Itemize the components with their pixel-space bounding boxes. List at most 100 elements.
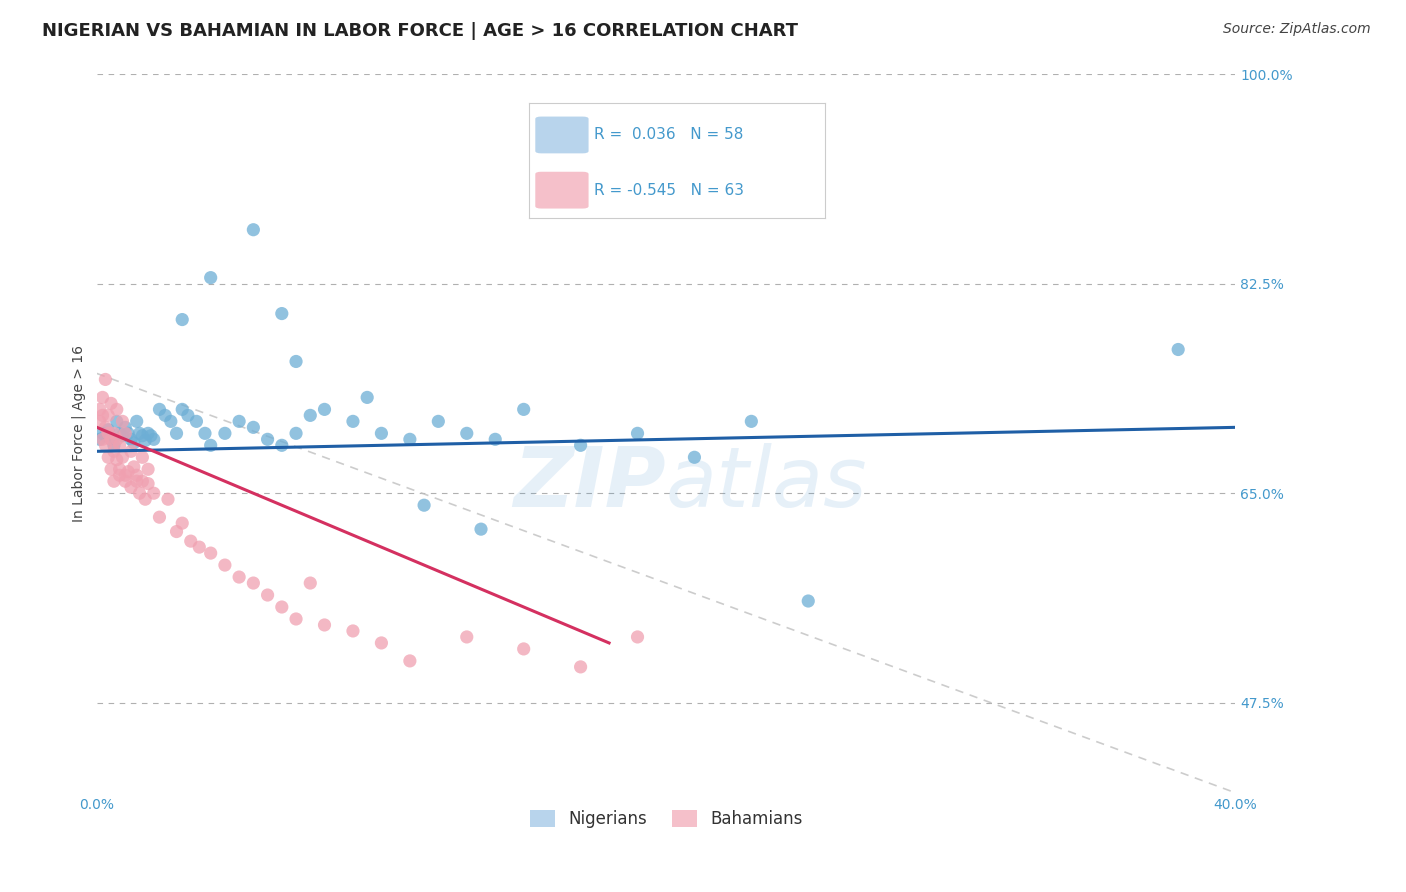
Point bbox=[89, 414, 111, 428]
Point bbox=[683, 450, 706, 465]
Point bbox=[626, 426, 648, 441]
Point bbox=[100, 433, 122, 447]
Point bbox=[108, 426, 131, 441]
Point bbox=[356, 391, 378, 405]
Point bbox=[186, 414, 208, 428]
Point bbox=[97, 426, 120, 441]
Point bbox=[456, 630, 478, 644]
Point bbox=[122, 436, 145, 450]
Point bbox=[256, 433, 278, 447]
Point bbox=[370, 426, 392, 441]
Point bbox=[1167, 343, 1189, 357]
Point bbox=[285, 354, 308, 368]
Point bbox=[160, 414, 183, 428]
Point bbox=[370, 636, 392, 650]
Point bbox=[120, 444, 142, 458]
Point bbox=[100, 462, 122, 476]
Point bbox=[148, 402, 170, 417]
Point bbox=[399, 433, 422, 447]
Point bbox=[89, 433, 111, 447]
Point bbox=[105, 452, 128, 467]
Point bbox=[270, 438, 292, 452]
Point bbox=[114, 475, 136, 489]
Point bbox=[125, 475, 148, 489]
Point bbox=[136, 476, 159, 491]
Text: NIGERIAN VS BAHAMIAN IN LABOR FORCE | AGE > 16 CORRELATION CHART: NIGERIAN VS BAHAMIAN IN LABOR FORCE | AG… bbox=[42, 22, 799, 40]
Point bbox=[131, 450, 153, 465]
Point bbox=[569, 438, 592, 452]
Point bbox=[105, 414, 128, 428]
Point bbox=[299, 576, 322, 591]
Text: ZIP: ZIP bbox=[513, 443, 666, 524]
Point bbox=[797, 594, 820, 608]
Point bbox=[228, 570, 250, 584]
Point bbox=[214, 558, 236, 573]
Point bbox=[285, 426, 308, 441]
Y-axis label: In Labor Force | Age > 16: In Labor Force | Age > 16 bbox=[72, 345, 86, 522]
Point bbox=[94, 438, 117, 452]
Point bbox=[114, 426, 136, 441]
Text: atlas: atlas bbox=[666, 443, 868, 524]
Point bbox=[512, 402, 534, 417]
Point bbox=[134, 434, 156, 448]
Point bbox=[172, 516, 194, 531]
Point bbox=[228, 414, 250, 428]
Text: Source: ZipAtlas.com: Source: ZipAtlas.com bbox=[1223, 22, 1371, 37]
Point bbox=[103, 475, 125, 489]
Point bbox=[94, 420, 117, 434]
Point bbox=[270, 600, 292, 615]
Point bbox=[103, 438, 125, 452]
Point bbox=[166, 524, 188, 539]
Point bbox=[200, 546, 222, 560]
Point bbox=[194, 426, 217, 441]
Point bbox=[134, 492, 156, 507]
Point bbox=[103, 426, 125, 441]
Point bbox=[139, 428, 162, 442]
Point bbox=[91, 391, 114, 405]
Point bbox=[97, 450, 120, 465]
Point bbox=[122, 459, 145, 474]
Point bbox=[177, 409, 200, 423]
Point bbox=[111, 450, 134, 465]
Point bbox=[200, 438, 222, 452]
Point bbox=[270, 307, 292, 321]
Point bbox=[512, 641, 534, 656]
Point bbox=[142, 433, 165, 447]
Point bbox=[569, 660, 592, 674]
Point bbox=[142, 486, 165, 500]
Point bbox=[117, 465, 139, 479]
Point bbox=[314, 618, 336, 632]
Point bbox=[111, 428, 134, 442]
Point bbox=[97, 423, 120, 437]
Point bbox=[413, 498, 436, 512]
Point bbox=[125, 468, 148, 483]
Point bbox=[484, 433, 506, 447]
Point bbox=[456, 426, 478, 441]
Point bbox=[188, 540, 211, 554]
Point bbox=[136, 426, 159, 441]
Point bbox=[470, 522, 492, 536]
Point bbox=[117, 426, 139, 441]
Point bbox=[166, 426, 188, 441]
Point bbox=[120, 480, 142, 494]
Point bbox=[180, 534, 202, 549]
Point bbox=[200, 270, 222, 285]
Point bbox=[299, 409, 322, 423]
Point bbox=[97, 409, 120, 423]
Point bbox=[120, 433, 142, 447]
Point bbox=[242, 576, 264, 591]
Point bbox=[172, 312, 194, 326]
Point bbox=[214, 426, 236, 441]
Point bbox=[100, 396, 122, 410]
Point bbox=[128, 426, 150, 441]
Point bbox=[136, 462, 159, 476]
Point bbox=[399, 654, 422, 668]
Point bbox=[131, 428, 153, 442]
Legend: Nigerians, Bahamians: Nigerians, Bahamians bbox=[523, 803, 808, 835]
Point bbox=[128, 486, 150, 500]
Point bbox=[94, 372, 117, 386]
Point bbox=[242, 420, 264, 434]
Point bbox=[114, 420, 136, 434]
Point bbox=[108, 462, 131, 476]
Point bbox=[626, 630, 648, 644]
